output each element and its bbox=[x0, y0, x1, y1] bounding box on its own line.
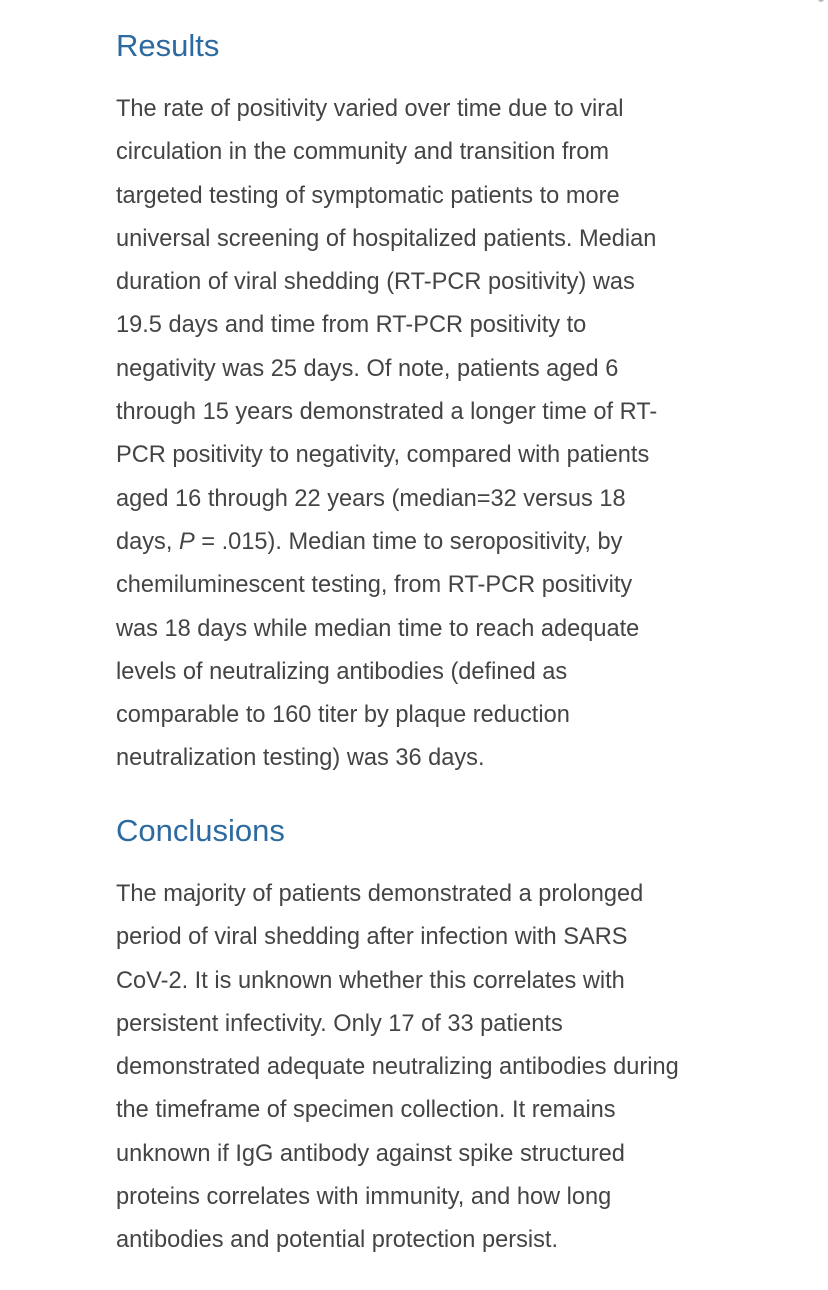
text-line: levels of neutralizing antibodies (defin… bbox=[116, 658, 568, 685]
text-line: days, P = .015). Median time to seroposi… bbox=[116, 521, 657, 564]
text-line: comparable to 160 titer by plaque reduct… bbox=[116, 702, 570, 729]
text-line: was 18 days while median time to reach a… bbox=[116, 615, 640, 642]
text-line: 19.5 days and time from RT-PCR positivit… bbox=[116, 312, 587, 339]
text-line: aged 16 through 22 years (median=32 vers… bbox=[116, 485, 626, 512]
scroll-indicator bbox=[818, 0, 824, 2]
results-heading: Results bbox=[116, 28, 220, 63]
text-line: universal screening of hospitalized pati… bbox=[116, 225, 657, 252]
text-line: negativity was 25 days. Of note, patient… bbox=[116, 355, 619, 382]
text-segment: days, bbox=[116, 528, 179, 555]
text-line: CoV-2. It is unknown whether this correl… bbox=[116, 967, 625, 994]
text-segment: = .015). Median time to seropositivity, … bbox=[194, 528, 623, 555]
text-line: antibodies and potential protection pers… bbox=[116, 1227, 559, 1254]
text-line: The majority of patients demonstrated a … bbox=[116, 881, 644, 907]
text-line: proteins correlates with immunity, and h… bbox=[116, 1184, 612, 1211]
conclusions-heading: Conclusions bbox=[116, 813, 285, 848]
text-line: chemiluminescent testing, from RT-PCR po… bbox=[116, 572, 633, 599]
text-line: unknown if IgG antibody against spike st… bbox=[116, 1140, 625, 1167]
p-value-symbol: P bbox=[178, 528, 195, 555]
text-line: period of viral shedding after infection… bbox=[116, 924, 628, 951]
text-line: duration of viral shedding (RT-PCR posit… bbox=[116, 269, 635, 296]
text-line: the timeframe of specimen collection. It… bbox=[116, 1097, 616, 1124]
text-line: PCR positivity to negativity, compared w… bbox=[116, 442, 650, 469]
text-line: through 15 years demonstrated a longer t… bbox=[116, 399, 658, 426]
text-line: The rate of positivity varied over time … bbox=[116, 96, 624, 122]
text-line: demonstrated adequate neutralizing antib… bbox=[116, 1054, 679, 1081]
text-line: circulation in the community and transit… bbox=[116, 139, 610, 166]
text-line: persistent infectivity. Only 17 of 33 pa… bbox=[116, 1010, 563, 1037]
text-line: targeted testing of symptomatic patients… bbox=[116, 182, 620, 209]
conclusions-paragraph: The majority of patients demonstrated a … bbox=[116, 873, 679, 1263]
text-line: neutralization testing) was 36 days. bbox=[116, 745, 485, 772]
results-paragraph: The rate of positivity varied over time … bbox=[116, 88, 657, 781]
